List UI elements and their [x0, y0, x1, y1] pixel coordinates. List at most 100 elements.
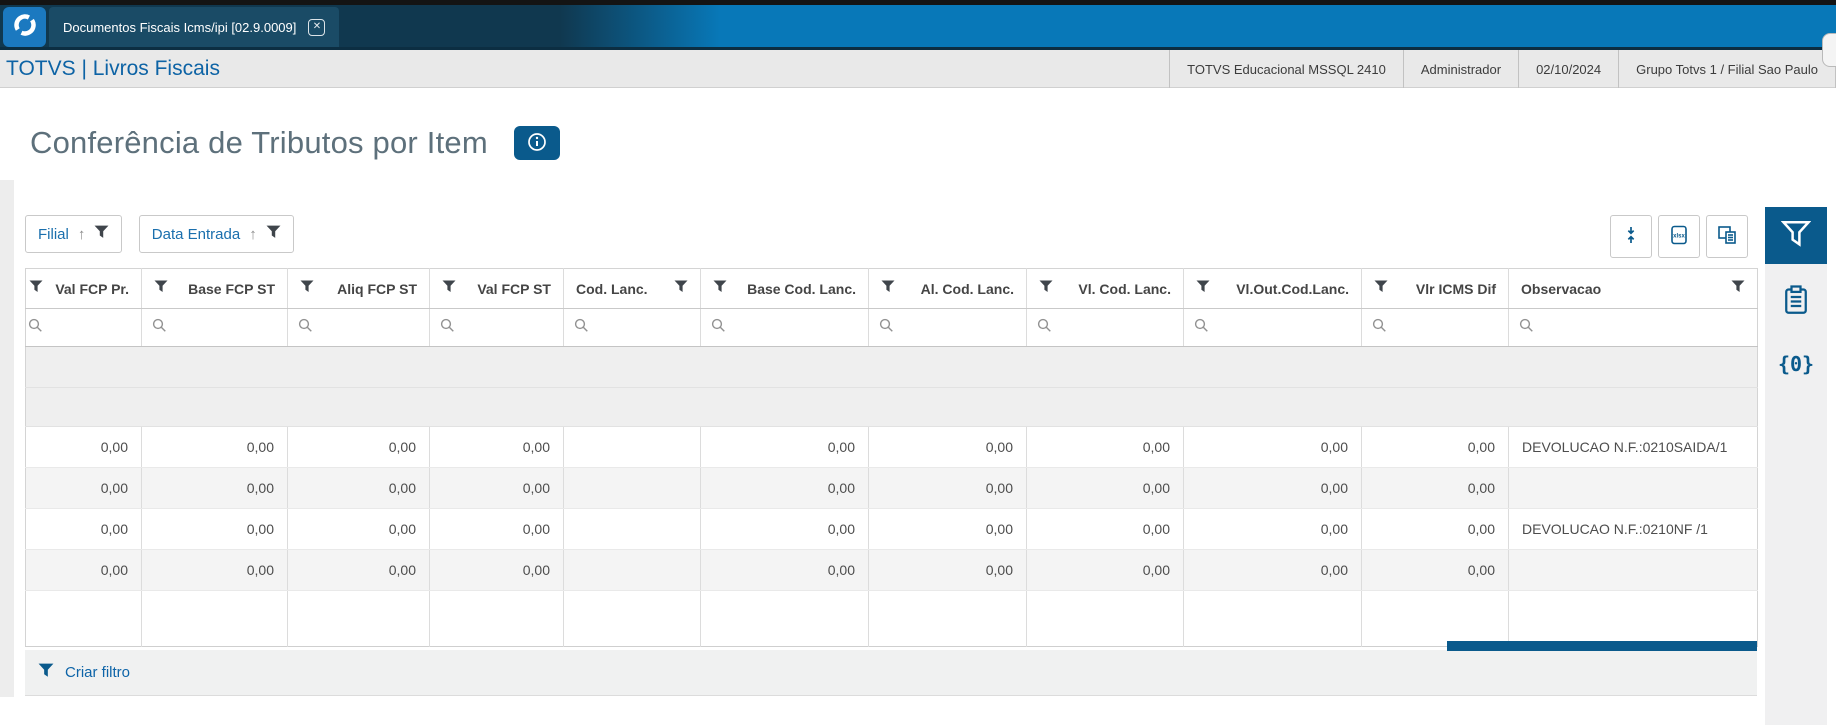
column-header[interactable]: Val FCP ST: [429, 268, 564, 309]
column-search-input[interactable]: [173, 319, 277, 336]
grid-cell[interactable]: 0,00: [700, 426, 869, 468]
filter-funnel-icon[interactable]: [29, 280, 43, 298]
column-header[interactable]: Vlr ICMS Dif: [1361, 268, 1509, 309]
grid-cell[interactable]: 0,00: [700, 467, 869, 509]
column-header[interactable]: Base FCP ST: [141, 268, 288, 309]
column-header[interactable]: Al. Cod. Lanc.: [868, 268, 1027, 309]
grid-cell[interactable]: 0,00: [1361, 467, 1509, 509]
column-search-input[interactable]: [900, 319, 1016, 336]
grid-cell[interactable]: DEVOLUCAO N.F.:0210NF /1: [1508, 508, 1758, 550]
grid-cell[interactable]: 0,00: [141, 426, 288, 468]
grid-cell[interactable]: [563, 549, 701, 591]
info-button[interactable]: [513, 126, 560, 160]
clipboard-button[interactable]: [1776, 282, 1816, 322]
grid-cell[interactable]: [1026, 590, 1184, 647]
grid-cell[interactable]: 0,00: [287, 508, 430, 550]
grid-cell[interactable]: [868, 590, 1027, 647]
create-filter-link[interactable]: Criar filtro: [65, 664, 131, 681]
totvs-logo-button[interactable]: [3, 7, 46, 47]
filter-funnel-icon[interactable]: [713, 280, 727, 298]
column-header[interactable]: Vl. Cod. Lanc.: [1026, 268, 1184, 309]
grid-cell[interactable]: 0,00: [429, 426, 564, 468]
filter-funnel-icon[interactable]: [674, 280, 688, 298]
column-search-input[interactable]: [732, 319, 858, 336]
grid-cell[interactable]: 0,00: [868, 549, 1027, 591]
column-search-input[interactable]: [49, 319, 131, 336]
grid-cell[interactable]: 0,00: [287, 467, 430, 509]
grid-cell[interactable]: 0,00: [1183, 426, 1362, 468]
sort-arrow-icon[interactable]: ↑: [249, 225, 257, 243]
grid-cell[interactable]: 0,00: [1183, 549, 1362, 591]
column-search-input[interactable]: [1058, 319, 1173, 336]
grid-cell[interactable]: [563, 508, 701, 550]
edge-handle[interactable]: [1822, 33, 1836, 67]
grid-cell[interactable]: 0,00: [868, 426, 1027, 468]
grid-cell[interactable]: [1361, 590, 1509, 647]
manage-columns-button[interactable]: [1706, 215, 1748, 258]
grid-cell[interactable]: 0,00: [868, 508, 1027, 550]
filter-funnel-icon[interactable]: [1374, 280, 1388, 298]
filter-funnel-icon[interactable]: [442, 280, 456, 298]
grid-cell[interactable]: [563, 467, 701, 509]
grid-cell[interactable]: [141, 590, 288, 647]
grid-cell[interactable]: 0,00: [287, 426, 430, 468]
filter-chip-filial[interactable]: Filial ↑: [25, 215, 123, 253]
grid-cell[interactable]: 0,00: [1026, 467, 1184, 509]
grid-cell[interactable]: 0,00: [1183, 467, 1362, 509]
grid-cell[interactable]: 0,00: [429, 549, 564, 591]
column-header[interactable]: Vl.Out.Cod.Lanc.: [1183, 268, 1362, 309]
grid-cell[interactable]: 0,00: [141, 467, 288, 509]
column-header[interactable]: Aliq FCP ST: [287, 268, 430, 309]
filter-funnel-icon[interactable]: [881, 280, 895, 298]
filter-funnel-icon[interactable]: [94, 225, 109, 244]
column-search-input[interactable]: [1215, 319, 1351, 336]
grid-cell[interactable]: 0,00: [429, 508, 564, 550]
grid-cell[interactable]: 0,00: [25, 426, 142, 468]
grid-cell[interactable]: [563, 590, 701, 647]
grid-cell[interactable]: 0,00: [700, 508, 869, 550]
grid-cell[interactable]: [25, 590, 142, 647]
grid-cell[interactable]: 0,00: [1361, 549, 1509, 591]
column-header[interactable]: Observacao: [1508, 268, 1758, 309]
grid-cell[interactable]: [563, 426, 701, 468]
grid-cell[interactable]: 0,00: [868, 467, 1027, 509]
filter-funnel-icon[interactable]: [300, 280, 314, 298]
grid-cell[interactable]: 0,00: [1361, 508, 1509, 550]
tab-documentos-fiscais[interactable]: Documentos Fiscais Icms/ipi [02.9.0009] …: [49, 7, 340, 47]
column-header[interactable]: Cod. Lanc.: [563, 268, 701, 309]
column-search-input[interactable]: [595, 319, 690, 336]
filter-funnel-icon[interactable]: [154, 280, 168, 298]
grid-cell[interactable]: [1508, 467, 1758, 509]
json-view-button[interactable]: {0}: [1776, 344, 1816, 384]
filter-funnel-icon[interactable]: [1039, 280, 1053, 298]
grid-cell[interactable]: 0,00: [1026, 549, 1184, 591]
grid-cell[interactable]: 0,00: [429, 467, 564, 509]
sort-arrow-icon[interactable]: ↑: [77, 225, 86, 243]
grid-cell[interactable]: DEVOLUCAO N.F.:0210SAIDA/1: [1508, 426, 1758, 468]
grid-cell[interactable]: 0,00: [700, 549, 869, 591]
column-search-input[interactable]: [1393, 319, 1498, 336]
grid-cell[interactable]: [1183, 590, 1362, 647]
column-search-input[interactable]: [1540, 319, 1747, 336]
grid-cell[interactable]: [287, 590, 430, 647]
filter-panel-button[interactable]: [1765, 207, 1827, 264]
collapse-rows-button[interactable]: [1610, 215, 1652, 258]
grid-cell[interactable]: [1508, 549, 1758, 591]
grid-cell[interactable]: [1508, 590, 1758, 647]
column-search-input[interactable]: [461, 319, 553, 336]
grid-cell[interactable]: 0,00: [1026, 508, 1184, 550]
column-header[interactable]: Base Cod. Lanc.: [700, 268, 869, 309]
filter-chip-data-entrada[interactable]: Data Entrada ↑: [138, 215, 294, 253]
grid-cell[interactable]: 0,00: [25, 508, 142, 550]
filter-funnel-icon[interactable]: [1196, 280, 1210, 298]
filter-funnel-icon[interactable]: [1731, 280, 1745, 298]
horizontal-scrollbar-thumb[interactable]: [1447, 641, 1757, 651]
tab-close-icon[interactable]: ✕: [308, 18, 326, 36]
column-header[interactable]: Val FCP Pr.: [25, 268, 142, 309]
export-xlsx-button[interactable]: xlsx: [1658, 215, 1700, 258]
grid-cell[interactable]: 0,00: [1183, 508, 1362, 550]
grid-cell[interactable]: 0,00: [25, 467, 142, 509]
grid-cell[interactable]: 0,00: [287, 549, 430, 591]
grid-cell[interactable]: 0,00: [25, 549, 142, 591]
grid-cell[interactable]: 0,00: [1026, 426, 1184, 468]
